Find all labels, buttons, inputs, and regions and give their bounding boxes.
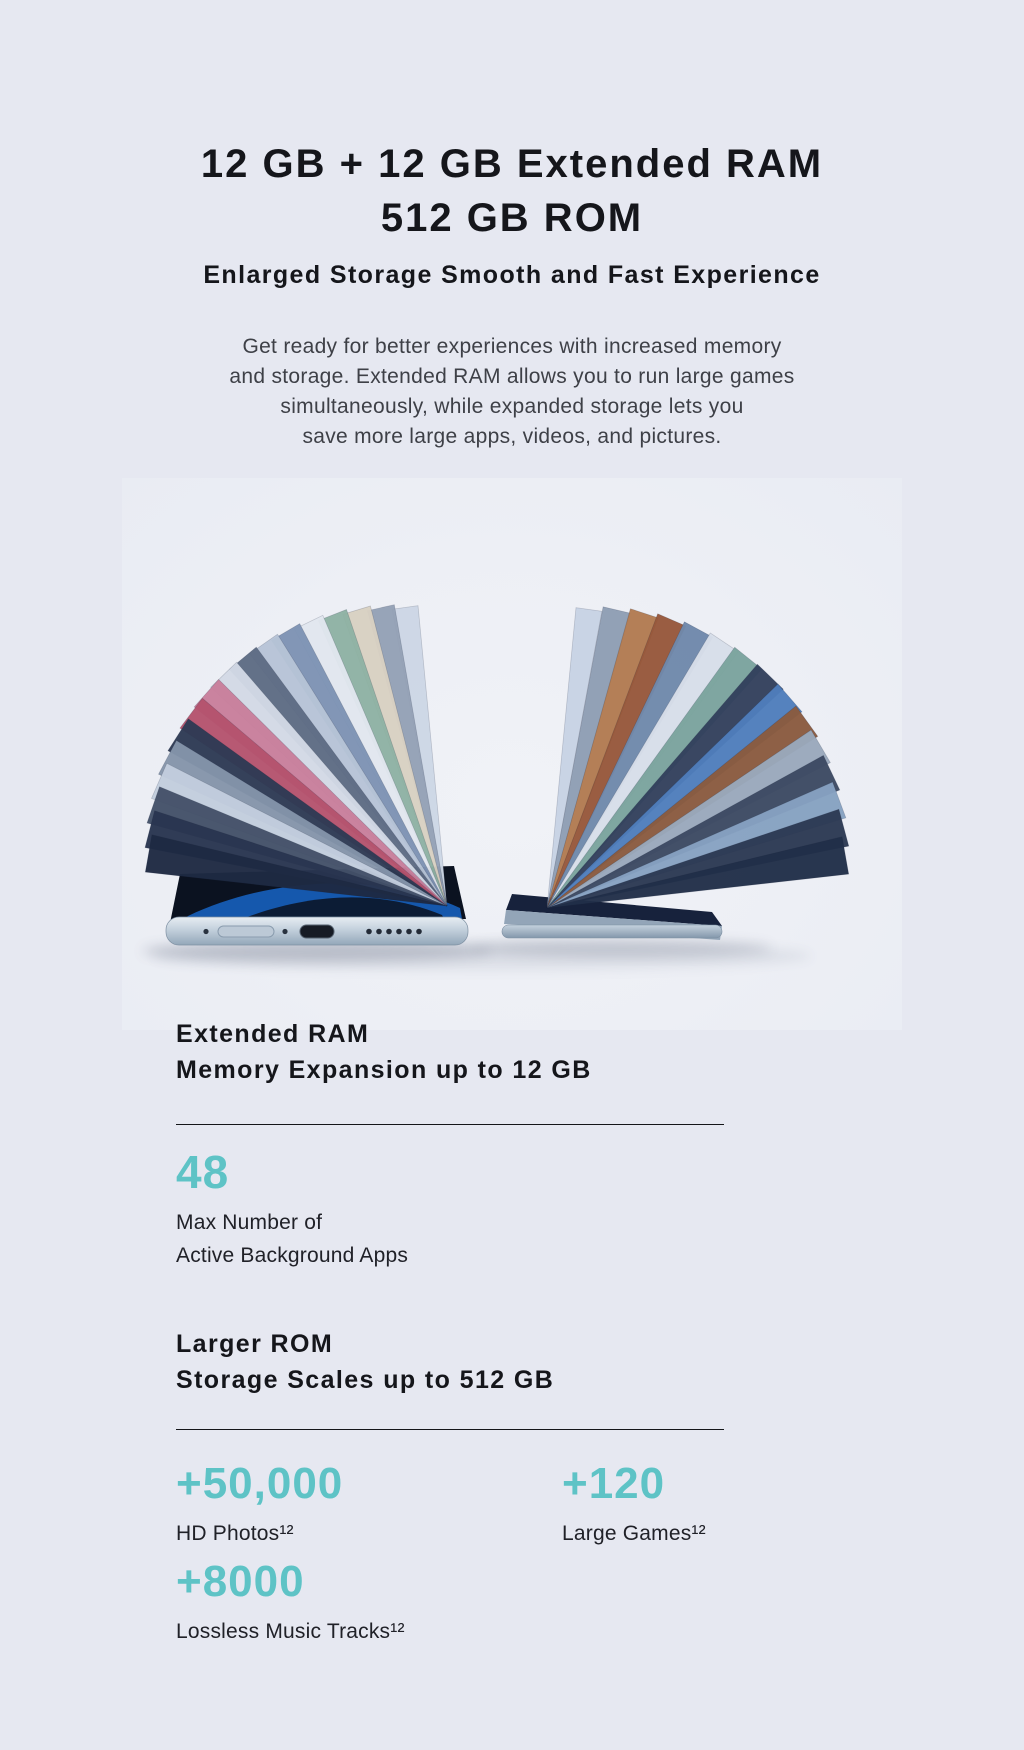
description-line: Get ready for better experiences with in… <box>242 335 782 358</box>
photo-card <box>546 836 850 909</box>
page-subtitle: Enlarged Storage Smooth and Fast Experie… <box>203 260 821 289</box>
photo-card <box>546 607 603 909</box>
stat-large-games: +120 Large Games¹² <box>562 1460 706 1550</box>
stat-hd-photos-caption: HD Photos¹² <box>176 1522 294 1545</box>
sim-tray <box>217 925 275 938</box>
right-photo-fan <box>546 606 850 909</box>
speaker-holes <box>366 928 422 935</box>
rom-heading-line-2: Storage Scales up to 512 GB <box>176 1366 555 1394</box>
stat-music-tracks: +8000 Lossless Music Tracks¹² <box>176 1558 405 1648</box>
title-line-1: 12 GB + 12 GB Extended RAM <box>200 141 824 186</box>
rom-divider <box>176 1429 724 1430</box>
phone-photos-svg <box>142 604 850 970</box>
mic-hole <box>282 928 288 935</box>
ram-divider <box>176 1124 724 1125</box>
ram-heading-line-2: Memory Expansion up to 12 GB <box>176 1056 592 1084</box>
mic-hole <box>203 928 209 935</box>
stat-music-tracks-value: +8000 <box>176 1557 305 1606</box>
stat-hd-photos-value: +50,000 <box>176 1459 344 1508</box>
ram-heading-line-1: Extended RAM <box>176 1020 370 1048</box>
ram-section-heading: Extended RAM Memory Expansion up to 12 G… <box>176 1016 592 1088</box>
stat-music-tracks-caption: Lossless Music Tracks¹² <box>176 1620 405 1643</box>
description-line: and storage. Extended RAM allows you to … <box>229 365 795 388</box>
page-description: Get ready for better experiences with in… <box>0 332 1024 452</box>
ram-stat-value: 48 <box>176 1146 230 1198</box>
usb-c-port <box>299 924 335 939</box>
ram-stat-caption: Max Number of Active Background Apps <box>176 1206 408 1272</box>
rom-section-heading: Larger ROM Storage Scales up to 512 GB <box>176 1326 554 1398</box>
stat-large-games-caption: Large Games¹² <box>562 1522 706 1545</box>
ram-caption-line-2: Active Background Apps <box>176 1244 409 1267</box>
left-phone-bottom-edge <box>165 916 469 946</box>
phone-photos-illustration <box>122 478 902 1030</box>
page-title: 12 GB + 12 GB Extended RAM 512 GB ROM <box>0 137 1024 245</box>
stat-hd-photos: +50,000 HD Photos¹² <box>176 1460 343 1550</box>
left-photo-fan <box>144 604 448 907</box>
description-line: save more large apps, videos, and pictur… <box>302 425 722 448</box>
phone-shadow <box>142 939 812 970</box>
right-phone-bottom-edge <box>501 924 723 939</box>
photo-card <box>144 834 448 907</box>
description-line: simultaneously, while expanded storage l… <box>280 395 744 418</box>
ram-caption-line-1: Max Number of <box>176 1211 323 1234</box>
title-line-2: 512 GB ROM <box>380 195 644 240</box>
stat-large-games-value: +120 <box>562 1459 666 1508</box>
rom-heading-line-1: Larger ROM <box>176 1330 334 1358</box>
